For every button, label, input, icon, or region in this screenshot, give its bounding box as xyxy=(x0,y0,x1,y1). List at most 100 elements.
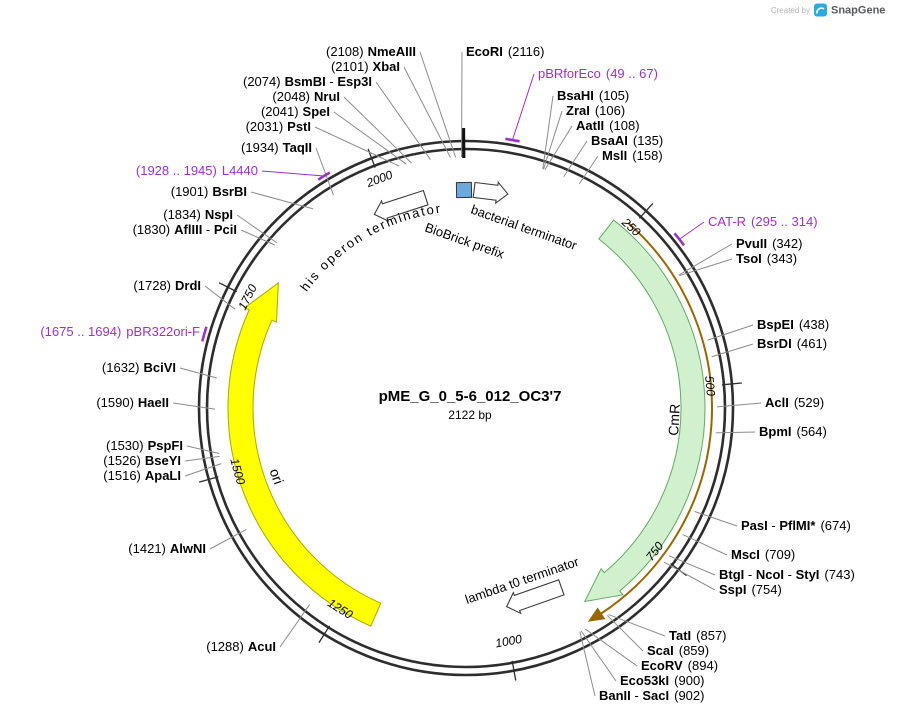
primer-label-pBR322ori-F: (1675 .. 1694) pBR322ori-F xyxy=(40,324,200,339)
leader-line-Eco53kI xyxy=(580,630,617,682)
leader-line-BsrBI xyxy=(250,191,314,210)
leader-line-NspI xyxy=(236,214,278,244)
site-label-TsoI: TsoI (343) xyxy=(736,251,797,266)
feature-cat-marker-arc xyxy=(599,222,713,615)
feature-cmr-arrow xyxy=(583,219,706,603)
site-label-EcoRI: EcoRI (2116) xyxy=(466,44,544,59)
site-label-XbaI: (2101) XbaI xyxy=(331,59,400,74)
site-label-BsrDI: BsrDI (461) xyxy=(757,336,827,351)
leader-line-ScaI xyxy=(606,615,644,652)
site-label-HaeII: (1590) HaeII xyxy=(96,395,169,410)
leader-line-PspFI xyxy=(186,445,220,454)
tick-label-500: 500 xyxy=(702,375,718,397)
leader-line-SspI xyxy=(663,561,716,591)
tick-mark-1500 xyxy=(198,476,219,483)
tick-mark-1000 xyxy=(511,660,517,681)
feature-lambda-t0-terminator-arrow xyxy=(505,579,565,615)
leader-line-NmeAIII xyxy=(419,51,457,158)
site-label-NmeAIII: (2108) NmeAIII xyxy=(326,44,416,59)
site-label-ScaI: ScaI (859) xyxy=(647,643,709,658)
site-label-TatI: TatI (857) xyxy=(669,628,727,643)
tick-mark-1250 xyxy=(318,625,331,644)
leader-line-AlwNI xyxy=(209,528,247,550)
tick-label-1500: 1500 xyxy=(227,457,248,487)
leader-line-BsaAI xyxy=(563,140,588,178)
primer-arc-CAT-R xyxy=(673,232,686,247)
tick-mark-500 xyxy=(721,382,742,386)
leader-line-ZraI xyxy=(543,110,563,170)
site-label-PvuII: PvuII (342) xyxy=(736,236,802,251)
site-label-BsaAI: BsaAI (135) xyxy=(591,133,663,148)
feature-his-operon-terminator-arrow xyxy=(373,189,429,222)
leader-line-BseYI xyxy=(184,455,220,462)
leader-line-BanII xyxy=(579,631,596,697)
tick-label-2000: 2000 xyxy=(364,167,395,190)
leader-line-TsoI xyxy=(679,258,733,277)
site-label-BanII: BanII - SacI (902) xyxy=(599,688,704,703)
leader-line-AcuI xyxy=(279,604,311,648)
site-label-PasI: PasI - PflMI* (674) xyxy=(741,518,851,533)
tick-mark-250 xyxy=(638,203,654,219)
feature-ori-arrow xyxy=(227,281,382,627)
site-label-AatII: AatII (108) xyxy=(576,118,640,133)
primer-label-pBRforEco: pBRforEco (49 .. 67) xyxy=(538,66,658,81)
feature-his-operon-terminator-label: his operon terminator xyxy=(297,201,442,294)
site-label-BsmBI: (2074) BsmBI - Esp3I xyxy=(243,74,372,89)
site-label-NspI: (1834) NspI xyxy=(163,207,233,222)
leader-line-AatII xyxy=(544,125,573,170)
site-label-ZraI: ZraI (106) xyxy=(566,103,625,118)
site-label-BsrBI: (1901) BsrBI xyxy=(171,184,247,199)
leader-line-EcoRV xyxy=(584,628,638,667)
site-label-SspI: SspI (754) xyxy=(719,582,782,597)
leader-line-BpmI xyxy=(715,431,756,434)
site-label-NruI: (2048) NruI xyxy=(272,89,340,104)
site-label-BtgI: BtgI - NcoI - StyI (743) xyxy=(719,567,855,582)
primer-label-L4440: (1928 .. 1945) L4440 xyxy=(136,163,258,178)
site-label-BseYI: (1526) BseYI xyxy=(103,453,181,468)
plasmid-size: 2122 bp xyxy=(448,408,492,422)
snapgene-logo-swoosh xyxy=(816,7,825,14)
leader-line-BsrDI xyxy=(711,343,754,358)
branding: Created by SnapGene xyxy=(771,3,885,17)
leader-line-TaqII xyxy=(315,147,334,196)
primer-leader-CAT-R xyxy=(679,221,705,240)
primer-label-CAT-R: CAT-R (295 .. 314) xyxy=(708,214,818,229)
primer-leader-pBRforEco xyxy=(512,73,535,141)
leader-line-ApaLI xyxy=(184,463,222,477)
leader-line-DrdI xyxy=(204,285,236,310)
site-label-MscI: MscI (709) xyxy=(731,547,795,562)
leader-line-BtgI xyxy=(668,555,716,576)
backbone-outer-ring xyxy=(197,139,735,677)
leader-line-AclI xyxy=(716,402,762,408)
leader-line-PvuII xyxy=(678,243,733,276)
site-label-AclI: AclI (529) xyxy=(765,395,824,410)
leader-line-MscI xyxy=(682,534,728,556)
leader-line-TatI xyxy=(608,614,666,637)
created-by-text: Created by xyxy=(771,6,810,15)
site-label-DrdI: (1728) DrdI xyxy=(133,278,201,293)
leader-line-MslI xyxy=(578,155,599,185)
feature-ori-label: ori xyxy=(267,466,287,486)
site-label-EcoRV: EcoRV (894) xyxy=(641,658,718,673)
plasmid-title: pME_G_0_5-6_012_OC3'7 xyxy=(379,388,562,405)
snapgene-logo-text: SnapGene xyxy=(831,5,885,17)
feature-cat-marker-arc-head xyxy=(587,607,606,622)
primer-arc-pBR322ori-F xyxy=(201,326,208,342)
leader-line-BciVI xyxy=(179,367,217,379)
feature-bacterial-terminator-arrow xyxy=(472,180,509,205)
tick-mark-1750 xyxy=(218,282,238,293)
site-label-BsaHI: BsaHI (105) xyxy=(557,88,629,103)
site-label-MslI: MslI (158) xyxy=(602,148,663,163)
leader-line-PasI xyxy=(694,510,738,527)
leader-line-AflIII xyxy=(240,229,276,246)
snapgene-logo-icon xyxy=(814,3,827,17)
site-label-ApaLI: (1516) ApaLI xyxy=(103,468,181,483)
site-label-TaqII: (1934) TaqII xyxy=(241,140,312,155)
site-label-BpmI: BpmI (564) xyxy=(759,424,827,439)
primer-leader-L4440 xyxy=(261,170,325,177)
site-label-BspEI: BspEI (438) xyxy=(757,317,829,332)
feature-biobrick-prefix-square xyxy=(455,181,473,199)
leader-line-BsaHI xyxy=(542,95,554,170)
